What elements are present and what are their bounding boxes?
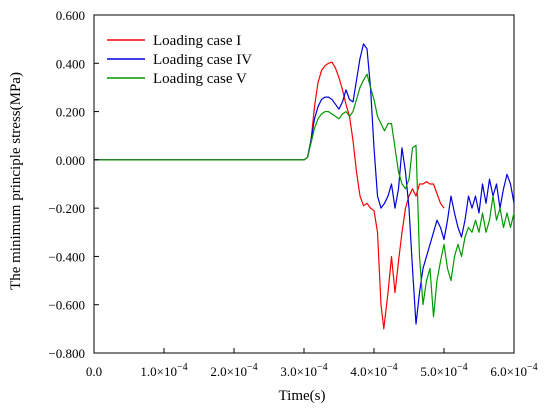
legend-label-2: Loading case IV <box>153 52 252 68</box>
y-tick-label-3: 0.000 <box>56 153 85 168</box>
series-line-2 <box>94 43 515 325</box>
y-tick-label-2: 0.200 <box>56 105 85 120</box>
x-tick-label-3: 3.0×10−4 <box>280 362 327 379</box>
legend-label-1: Loading case I <box>153 33 241 49</box>
x-tick-label-0: 0.0 <box>86 364 102 379</box>
legend-label-3: Loading case V <box>153 71 247 87</box>
y-tick-label-4: −0.200 <box>48 201 85 216</box>
y-tick-label-6: −0.600 <box>48 298 85 313</box>
y-tick-label-5: −0.400 <box>48 249 85 264</box>
axes: 0.600 0.400 0.200 0.000 −0.200 −0.400 −0.600 −0… <box>48 8 537 379</box>
y-tick-label-0: 0.600 <box>56 8 85 23</box>
x-tick-label-2: 2.0×10−4 <box>210 362 257 379</box>
series-layer <box>94 43 515 330</box>
x-tick-label-5: 5.0×10−4 <box>420 362 467 379</box>
x-tick-label-1: 1.0×10−4 <box>140 362 187 379</box>
legend: Loading case I Loading case IV Loading cas… <box>107 33 252 87</box>
y-tick-label-1: 0.400 <box>56 56 85 71</box>
y-tick-label-7: −0.800 <box>48 346 85 361</box>
y-axis-title: The minimum principle stress(MPa) <box>8 72 24 290</box>
x-axis-title: Time(s) <box>279 388 326 404</box>
series-line-3 <box>94 73 515 318</box>
x-tick-label-6: 6.0×10−4 <box>490 362 537 379</box>
series-line-1 <box>94 61 445 330</box>
x-tick-label-4: 4.0×10−4 <box>350 362 397 379</box>
